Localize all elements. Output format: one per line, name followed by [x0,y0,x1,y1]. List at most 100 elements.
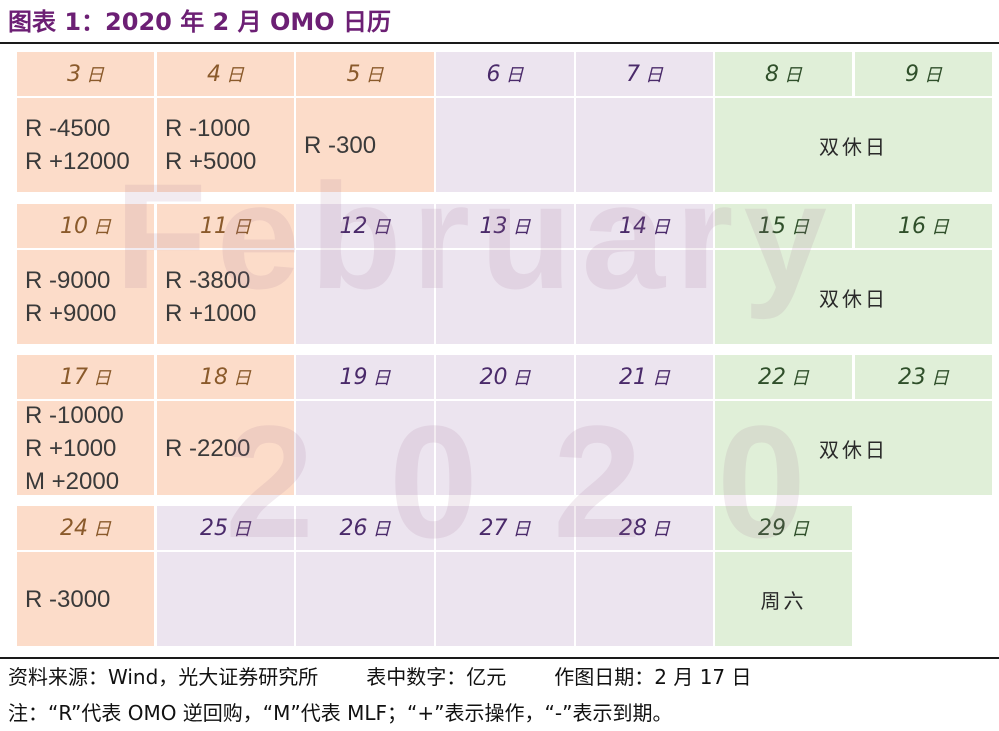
day-number: 18 [200,364,228,390]
day-header: 17 日 [17,355,154,399]
day-number: 13 [479,213,508,239]
day-suffix: 日 [365,65,384,86]
day-header: 29 日 [715,506,852,550]
day-suffix: 日 [233,519,251,540]
day-header: 20 日 [436,355,574,399]
day-operations [576,552,713,646]
day-suffix: 日 [652,217,670,238]
day-suffix: 日 [93,519,111,540]
day-suffix: 日 [372,217,391,238]
operation-entry: R -2200 [165,434,251,462]
day-suffix: 日 [233,368,251,389]
day-header: 23 日 [855,355,992,399]
day-operations [296,401,434,495]
weekend-label: 双休日 [819,134,888,159]
day-operations: R -10000 R +1000 M +2000 [17,401,154,495]
day-header: 16 日 [855,204,992,248]
bottom-rule [0,657,999,659]
day-header: 18 日 [157,355,294,399]
day-number: 23 [898,364,926,390]
day-number: 9 [905,61,919,87]
day-header: 21 日 [576,355,713,399]
operation-entry: R -10000 [25,401,124,429]
day-header: 24 日 [17,506,154,550]
operation-entry: R -9000 [25,267,111,294]
day-suffix: 日 [93,368,111,389]
day-suffix: 日 [512,217,531,238]
day-header: 12 日 [296,204,434,248]
operation-entry: R -4500 [25,115,111,142]
day-number: 25 [200,515,228,541]
day-suffix: 日 [931,217,949,238]
weekend-cell: 双休日 [715,401,992,495]
day-number: 16 [898,213,926,239]
day-number: 7 [626,61,640,87]
operation-entry: R +9000 [25,300,117,327]
day-operations [296,250,434,344]
day-header: 13 日 [436,204,574,248]
day-operations: R -1000 R +5000 [157,98,294,192]
day-suffix: 日 [512,368,531,389]
day-number: 14 [619,213,647,239]
day-suffix: 日 [226,65,244,86]
day-suffix: 日 [652,519,670,540]
day-number: 27 [479,515,508,541]
weekend-label: 双休日 [819,286,888,311]
day-number: 12 [339,213,368,239]
day-number: 29 [758,515,786,541]
operation-entry: R +1000 [25,434,117,462]
day-operations [296,552,434,646]
day-operations: R -9000 R +9000 [17,250,154,344]
day-suffix: 日 [791,217,809,238]
day-operations [436,98,574,192]
day-suffix: 日 [512,519,531,540]
day-suffix: 日 [233,217,251,238]
day-operations: R -4500 R +12000 [17,98,154,192]
day-header: 27 日 [436,506,574,550]
day-operations [576,98,713,192]
weekend-cell: 双休日 [715,98,992,192]
day-header: 25 日 [157,506,294,550]
top-rule [0,42,999,44]
operation-entry: R +1000 [165,300,257,327]
day-number: 10 [60,213,88,239]
day-operations: R -300 [296,98,434,192]
day-number: 15 [758,213,786,239]
day-suffix: 日 [931,368,949,389]
operation-entry: R -300 [304,131,377,159]
day-operations: R -3000 [17,552,154,646]
day-header: 14 日 [576,204,713,248]
footer-source: 资料来源：Wind，光大证券研究所 [8,665,319,689]
day-number: 22 [758,364,786,390]
day-number: 20 [479,364,508,390]
day-header: 15 日 [715,204,852,248]
day-header: 19 日 [296,355,434,399]
day-number: 3 [67,61,81,87]
day-number: 21 [619,364,647,390]
day-header: 26 日 [296,506,434,550]
day-number: 24 [60,515,88,541]
day-header: 22 日 [715,355,852,399]
day-suffix: 日 [784,65,802,86]
day-suffix: 日 [86,65,104,86]
saturday-label: 周六 [760,588,807,613]
day-number: 19 [339,364,368,390]
day-operations [157,552,294,646]
day-number: 4 [207,61,221,87]
operation-entry: R -3000 [25,585,111,613]
day-operations [436,401,574,495]
footer-note: 注：“R”代表 OMO 逆回购，“M”代表 MLF；“+”表示操作，“-”表示到… [8,701,673,725]
day-suffix: 日 [791,368,809,389]
operation-entry: R +5000 [165,148,257,175]
day-operations [436,250,574,344]
day-header: 28 日 [576,506,713,550]
day-suffix: 日 [652,368,670,389]
operation-entry: M +2000 [25,467,120,495]
day-number: 28 [619,515,647,541]
footer-line-1: 资料来源：Wind，光大证券研究所 表中数字：亿元 作图日期：2 月 17 日 [8,662,752,692]
